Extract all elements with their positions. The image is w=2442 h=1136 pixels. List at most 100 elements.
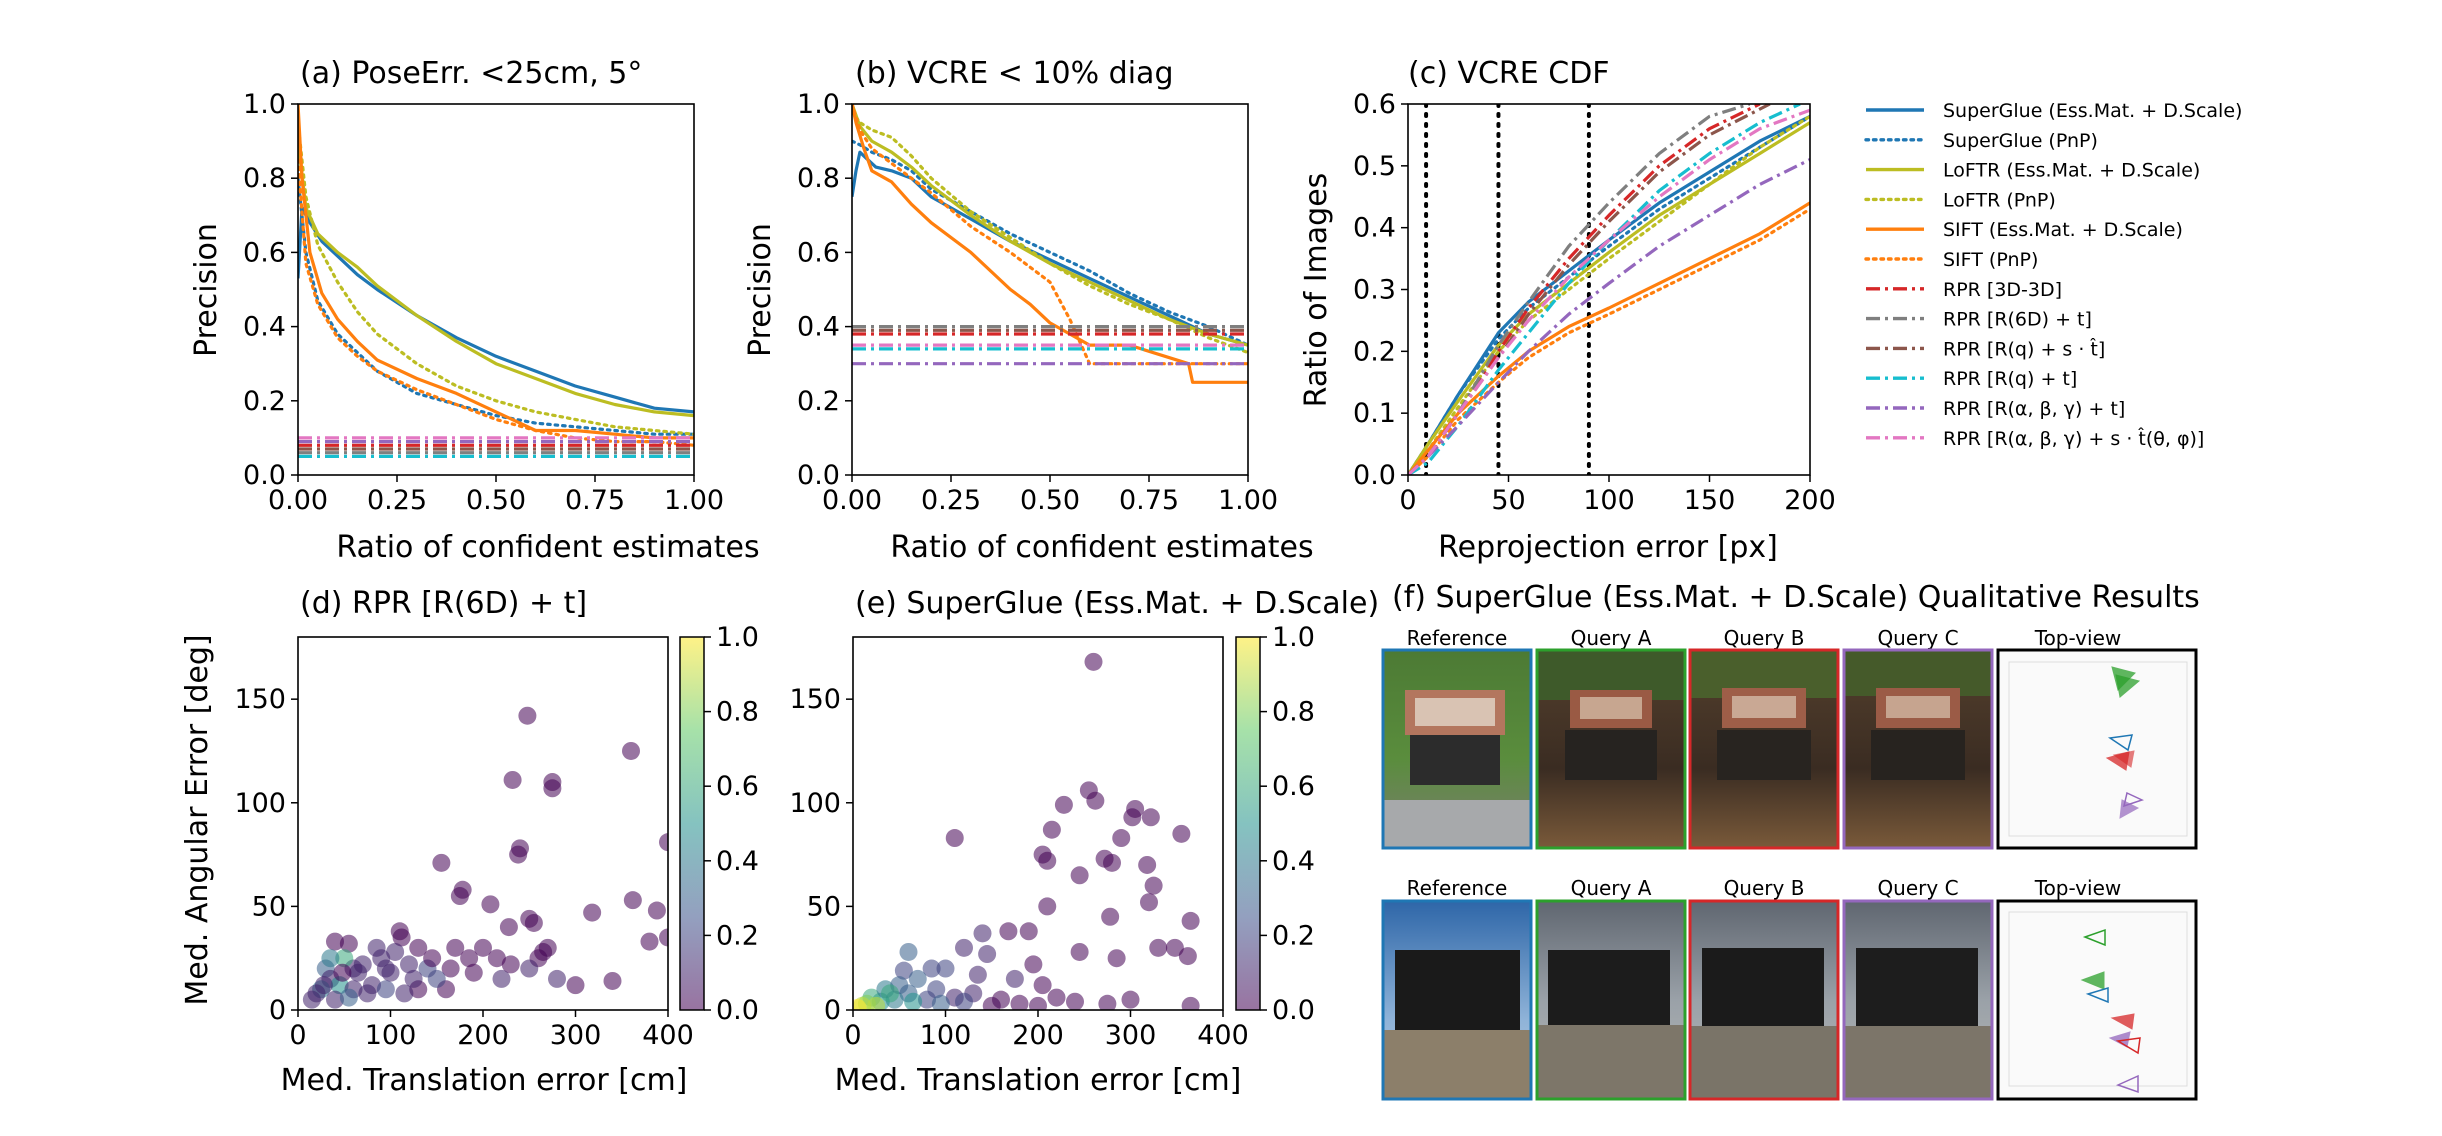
y-tick-label-d: 50 xyxy=(252,891,286,922)
x-tick-label-a: 0.75 xyxy=(565,485,625,516)
x-tick-label-d: 100 xyxy=(365,1020,417,1051)
scatter-point xyxy=(446,938,465,957)
scatter-point xyxy=(1138,855,1157,874)
scatter-point xyxy=(899,942,918,961)
series-line-c-10 xyxy=(1408,158,1810,475)
scatter-point xyxy=(904,992,923,1010)
x-tick-label-c: 100 xyxy=(1583,485,1635,516)
col-label-reference: Reference xyxy=(1407,626,1508,650)
scatter-point xyxy=(1024,955,1043,974)
y-tick-label-a: 1.0 xyxy=(243,89,286,120)
scatter-point xyxy=(509,845,528,864)
series-line-c-4 xyxy=(1408,201,1810,475)
scatter-point xyxy=(1172,824,1191,843)
y-tick-label-e: 150 xyxy=(789,684,841,715)
scatter-point xyxy=(922,959,941,978)
colorbar-tick-label: 0.2 xyxy=(1272,920,1315,951)
scatter-point xyxy=(659,928,668,947)
axes-frame-b xyxy=(851,103,1249,476)
chart-panel-c: 0 50 100 150 200 0.0 0.1 0.2 0.3 0.4 0.5 0.6 xyxy=(1353,89,1836,516)
scatter-point xyxy=(339,934,358,953)
y-tick-label-b: 0.8 xyxy=(797,163,840,194)
y-tick-label-b: 0.0 xyxy=(797,460,840,491)
scatter-point xyxy=(945,829,964,848)
series-line-b-1 xyxy=(852,139,1248,347)
axes-frame-a xyxy=(297,103,695,476)
y-tick-label-d: 150 xyxy=(234,684,286,715)
x-tick-label-d: 400 xyxy=(642,1020,694,1051)
scatter-point xyxy=(867,996,886,1010)
panel-b-title: (b) VCRE < 10% diag xyxy=(855,56,1174,91)
scatter-point xyxy=(548,969,566,988)
legend-label: SuperGlue (Ess.Mat. + D.Scale) xyxy=(1943,100,2242,122)
scatter-point xyxy=(339,988,358,1007)
photo-row1-query-b xyxy=(1688,648,1840,850)
scatter-point xyxy=(432,853,451,872)
panel-b-xlabel: Ratio of confident estimates xyxy=(890,530,1313,565)
scatter-point xyxy=(623,891,642,910)
scatter-point xyxy=(1107,949,1126,968)
scatter-point xyxy=(1144,876,1163,895)
scatter-point xyxy=(441,959,460,978)
scatter-point xyxy=(376,980,395,999)
x-tick-label-c: 150 xyxy=(1684,485,1736,516)
colorbar-tick-label: 0.0 xyxy=(1272,995,1315,1026)
x-tick-label-a: 0.50 xyxy=(466,485,526,516)
legend-label: LoFTR (PnP) xyxy=(1943,189,2056,211)
colorbar-e: 0.0 0.2 0.4 0.6 0.8 1.0 xyxy=(1235,622,1315,1026)
scatter-point xyxy=(314,976,333,995)
scatter-point xyxy=(982,996,1001,1010)
x-tick-label-e: 400 xyxy=(1197,1020,1249,1051)
col-label-top-view-2: Top-view xyxy=(2034,876,2121,900)
scatter-point xyxy=(335,949,354,968)
scatter-point xyxy=(931,994,950,1010)
scatter-point xyxy=(503,770,522,789)
scatter-point xyxy=(640,932,659,951)
col-label-query-a-2: Query A xyxy=(1571,876,1652,900)
legend-label: SIFT (Ess.Mat. + D.Scale) xyxy=(1943,219,2183,241)
x-tick-label-a: 0.00 xyxy=(268,485,328,516)
colorbar-d: 0.0 0.2 0.4 0.6 0.8 1.0 xyxy=(679,622,759,1026)
series-line-c-11 xyxy=(1408,108,1810,475)
scatter-point xyxy=(1121,990,1140,1009)
top-view-row1 xyxy=(1996,648,2198,850)
scatter-point xyxy=(1084,652,1103,671)
series-line-a-1 xyxy=(298,176,694,436)
y-tick-label-c: 0.1 xyxy=(1353,398,1396,429)
series-line-b-2 xyxy=(852,104,1248,347)
scatter-point xyxy=(427,969,446,988)
y-tick-label-d: 100 xyxy=(234,788,286,819)
scatter-point xyxy=(1070,942,1089,961)
scatter-point xyxy=(1141,808,1160,827)
x-tick-label-c: 200 xyxy=(1784,485,1836,516)
panel-d-xlabel: Med. Translation error [cm] xyxy=(281,1063,688,1098)
scatter-point xyxy=(358,984,377,1003)
y-tick-label-a: 0.6 xyxy=(243,237,286,268)
legend-label: RPR [3D-3D] xyxy=(1943,279,2062,301)
panel-a-ylabel: Precision xyxy=(189,223,224,357)
scatter-point xyxy=(1165,938,1184,957)
x-tick-label-d: 0 xyxy=(289,1020,306,1051)
y-tick-label-b: 1.0 xyxy=(797,89,840,120)
x-tick-label-b: 0.75 xyxy=(1119,485,1179,516)
y-tick-label-a: 0.0 xyxy=(243,460,286,491)
colorbar-tick-label: 0.6 xyxy=(716,771,759,802)
colorbar-e-frame xyxy=(1235,636,1261,1011)
photo-row2-query-b xyxy=(1688,899,1840,1101)
scatter-point xyxy=(1033,976,1052,995)
colorbar-tick-label: 0.4 xyxy=(1272,846,1315,877)
series-line-b-3 xyxy=(852,109,1248,355)
x-tick-label-c: 50 xyxy=(1491,485,1525,516)
scatter-point xyxy=(386,942,405,961)
scatter-point xyxy=(1123,808,1142,827)
scatter-point xyxy=(647,901,666,920)
scatter-point xyxy=(566,976,585,995)
y-tick-label-c: 0.6 xyxy=(1353,89,1396,120)
qualitative-results: Reference Query A Query B Query C Top-vi… xyxy=(1381,626,2198,1101)
scatter-point xyxy=(999,922,1018,941)
x-tick-label-d: 300 xyxy=(550,1020,602,1051)
scatter-point xyxy=(460,949,479,968)
plot-area-a xyxy=(298,104,694,458)
colorbar-e-gradient xyxy=(1236,637,1260,1010)
scatter-point xyxy=(936,959,955,978)
